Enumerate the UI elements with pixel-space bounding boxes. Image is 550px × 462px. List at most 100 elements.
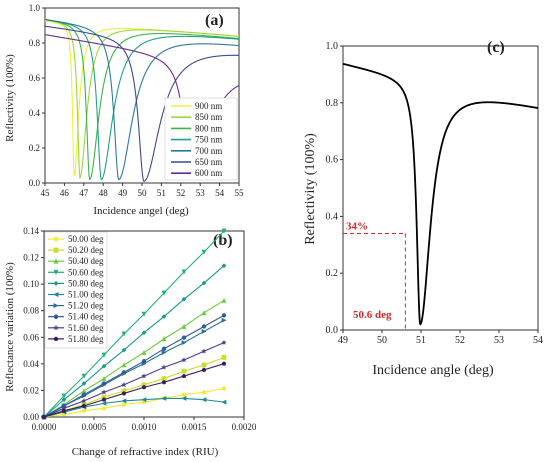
panel-a-y-tick-label: 0.8 xyxy=(29,38,41,48)
panel-c-annotation-angle: 50.6 deg xyxy=(353,309,392,321)
panel-b-data-point xyxy=(181,395,187,401)
panel-b-data-point xyxy=(221,228,227,234)
panel-b-legend-label: 50.60 deg xyxy=(68,267,104,277)
panel-b-data-point xyxy=(121,331,127,337)
panel-c-y-tick-label: 0.2 xyxy=(326,268,339,279)
panel-b-legend-marker xyxy=(53,280,59,286)
panel-a-x-tick-label: 53 xyxy=(196,188,206,198)
panel-b-legend-label: 50.40 deg xyxy=(68,256,104,266)
panel-b-data-point xyxy=(141,384,147,390)
panel-b-data-point xyxy=(141,397,147,403)
panel-b-data-point xyxy=(141,359,147,364)
panel-a-legend-label: 700 nm xyxy=(195,146,222,156)
panel-b-data-point xyxy=(81,408,87,413)
panel-b-legend-label: 50.20 deg xyxy=(68,245,104,255)
panel-a-y-tick-label: 1.0 xyxy=(29,3,41,13)
panel-b-series-line xyxy=(43,230,225,418)
panel-b-legend-marker xyxy=(53,291,59,298)
panel-b-data-point xyxy=(41,414,47,419)
panel-b-data-point xyxy=(101,352,107,358)
panel-b-data-point xyxy=(121,391,127,396)
panel-a-series-line xyxy=(44,25,240,182)
panel-b-series-line xyxy=(43,387,225,418)
panel-a-x-tick-label: 46 xyxy=(60,188,70,198)
panel-b-series-line xyxy=(43,363,225,418)
panel-b-data-point xyxy=(181,340,187,346)
panel-b-data-point xyxy=(221,386,227,391)
panel-b-y-tick-label: 0.14 xyxy=(23,226,39,236)
panel-c-plot-frame xyxy=(342,45,539,331)
panel-b-x-tick-label: 0.0005 xyxy=(82,422,107,432)
panel-b-data-point xyxy=(221,263,227,269)
panel-a-legend-label: 850 nm xyxy=(195,112,222,122)
panel-a-y-tick-label: 0.2 xyxy=(29,143,40,153)
panel-b-data-point xyxy=(121,398,127,404)
panel-b-data-point xyxy=(121,402,127,407)
panel-a-x-tick-label: 50 xyxy=(138,188,148,198)
panel-a-x-tick-label: 47 xyxy=(79,188,89,198)
panel-c-x-tick-label: 50 xyxy=(377,335,387,346)
panel-a-series-line xyxy=(44,19,240,181)
panel-b-x-tick-label: 0.0015 xyxy=(182,422,207,432)
panel-b-data-point xyxy=(121,370,127,375)
panel-b-data-point xyxy=(81,381,87,386)
panel-b-data-point xyxy=(181,392,187,397)
panel-b-data-point xyxy=(161,364,167,370)
panel-b-data-point xyxy=(61,408,67,413)
panel-b-legend-marker xyxy=(53,336,59,341)
panel-a-legend-label: 900 nm xyxy=(195,101,222,111)
panel-b-data-point xyxy=(161,395,167,401)
panel-b-data-point xyxy=(201,249,207,255)
panel-b-label: (b) xyxy=(213,232,233,249)
panel-a-x-tick-label: 49 xyxy=(118,188,128,198)
panel-c-x-tick-label: 49 xyxy=(338,335,348,346)
panel-b-data-point xyxy=(181,269,187,275)
panel-a-label: (a) xyxy=(205,12,224,29)
panel-b-data-point xyxy=(61,393,67,399)
panel-b-data-point xyxy=(221,317,227,323)
panel-b-data-point xyxy=(141,330,147,336)
panel-b-data-point xyxy=(121,362,127,368)
panel-b-data-point xyxy=(161,379,167,385)
panel-b-y-tick-label: 0.06 xyxy=(23,332,39,342)
panel-b-data-point xyxy=(161,346,167,351)
panel-c-annotation-reflectivity: 34% xyxy=(346,220,368,232)
panel-b-data-point xyxy=(201,367,207,372)
panel-b-legend-marker xyxy=(53,269,59,276)
panel-b-data-point xyxy=(201,390,207,395)
panel-a-xlabel: Incidence angel (deg) xyxy=(93,205,189,217)
panel-b-data-point xyxy=(201,310,207,316)
panel-b-data-point xyxy=(141,311,147,317)
panel-b-data-point xyxy=(121,347,127,353)
panel-b-legend-marker xyxy=(53,236,59,242)
panel-b-legend-label: 51.40 deg xyxy=(68,312,104,322)
panel-b-data-point xyxy=(181,296,187,302)
panel-b-y-tick-label: 0.00 xyxy=(23,412,39,422)
panel-b-legend-label: 51.00 deg xyxy=(68,290,104,300)
panel-b-data-point xyxy=(101,397,107,402)
panel-b-x-tick-label: 0.0020 xyxy=(232,422,257,432)
panel-c-y-tick-label: 0.4 xyxy=(326,211,339,222)
panel-b-data-point xyxy=(81,373,87,379)
panel-c-x-tick-label: 53 xyxy=(494,335,504,346)
panel-b-data-point xyxy=(161,336,167,342)
panel-a: (a) Incidence angel (deg) Reflectivity (… xyxy=(4,3,244,217)
panel-b-y-tick-label: 0.02 xyxy=(23,385,39,395)
panel-b-data-point xyxy=(101,400,107,406)
panel-c-x-tick-label: 51 xyxy=(416,335,426,346)
panel-b-data-point xyxy=(161,290,167,296)
panel-c: (c) Incidence angle (deg) Reflectivity (… xyxy=(303,39,543,378)
panel-a-y-tick-label: 0.4 xyxy=(29,108,41,118)
panel-b-data-point xyxy=(221,355,227,360)
panel-a-x-tick-label: 51 xyxy=(157,188,166,198)
panel-b-data-point xyxy=(101,389,107,395)
panel-b-data-point xyxy=(81,403,87,408)
panel-a-y-tick-label: 0.6 xyxy=(29,73,41,83)
panel-b-data-point xyxy=(201,348,207,354)
panel-b-series-line xyxy=(43,265,225,418)
panel-a-y-tick-label: 0.0 xyxy=(29,178,41,188)
panel-b-legend-label: 51.80 deg xyxy=(68,334,104,344)
panel-c-y-tick-label: 1.0 xyxy=(326,41,339,52)
panel-b-legend-label: 50.80 deg xyxy=(68,278,104,288)
panel-c-x-tick-label: 54 xyxy=(533,335,543,346)
